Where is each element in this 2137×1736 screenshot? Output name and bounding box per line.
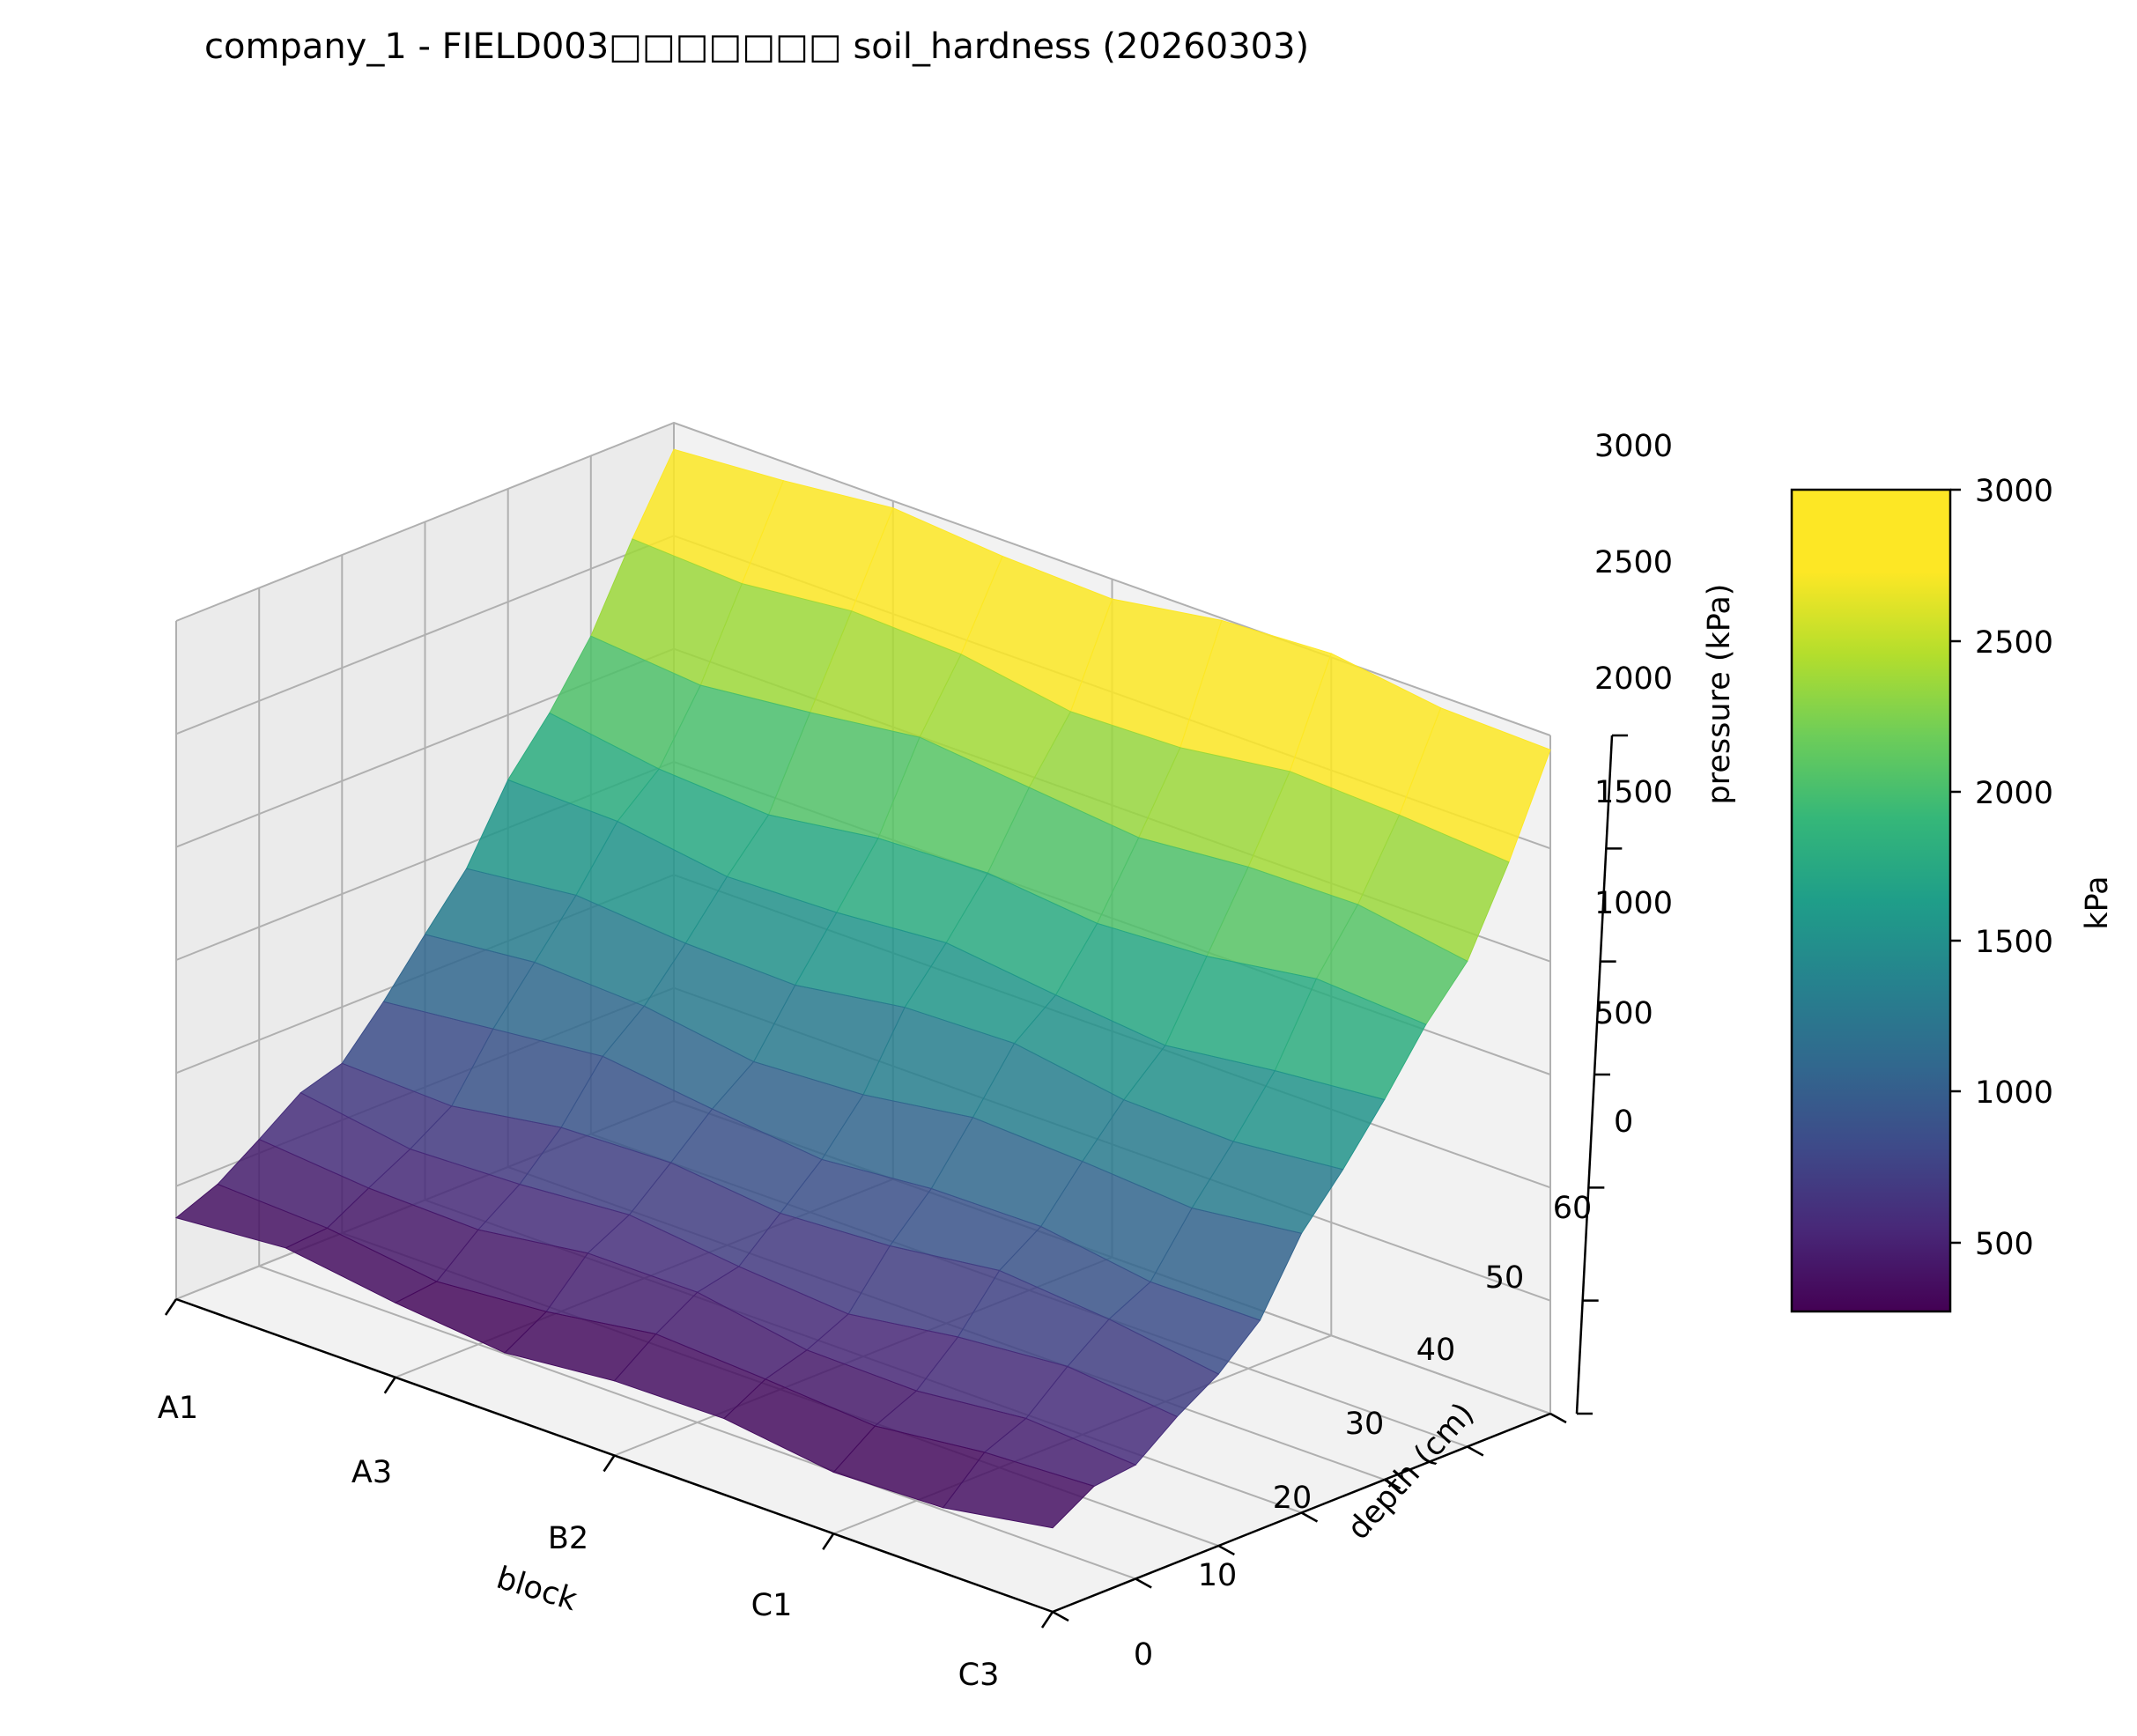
y-tick-mark: [1384, 1478, 1401, 1490]
y-tick-mark: [1549, 1412, 1567, 1424]
x-tick-label: A1: [158, 1391, 198, 1426]
x-tick-mark: [1040, 1611, 1054, 1629]
colorbar-tick-label: 2500: [1975, 625, 2053, 661]
surface-patch: [942, 1452, 1096, 1529]
z-tick-label: 2000: [1594, 661, 1673, 697]
y-tick-label: 10: [1198, 1558, 1238, 1593]
y-tick-label: 40: [1416, 1333, 1456, 1368]
chart-title: company_1 - FIELD003□□□□□□□ soil_hardnes…: [204, 26, 1309, 67]
y-tick-label: 20: [1273, 1481, 1313, 1516]
y-tick-label: 30: [1345, 1407, 1385, 1442]
colorbar-tick-label: 1500: [1975, 925, 2053, 960]
x-axis-label: block: [492, 1561, 581, 1619]
z-tick-label: 3000: [1594, 429, 1673, 464]
colorbar: 500 1000 1500 2000 2500 3000 kPa: [1790, 474, 2115, 1313]
colorbar-tick-label: 500: [1975, 1227, 2034, 1262]
colorbar-tick-marks: [1950, 488, 1961, 1245]
x-tick-label: B2: [548, 1521, 588, 1556]
y-tick-mark: [1135, 1577, 1152, 1589]
y-axis-ticks: 0 10 20 30 40 50 60: [1134, 1191, 1592, 1673]
colorbar-fill: [1790, 488, 1952, 1313]
y-tick-label: 0: [1134, 1637, 1153, 1673]
x-tick-label: A3: [351, 1455, 392, 1490]
z-axis-ticks: 0 500 1000 1500 2000 2500 3000: [1594, 429, 1673, 1140]
z-axis-label: pressure (kPa): [1702, 584, 1737, 805]
z-tick-label: 2500: [1594, 545, 1673, 580]
z-tick-label: 0: [1614, 1104, 1633, 1140]
colorbar-tick-label: 3000: [1975, 474, 2053, 509]
z-tick-label: 1000: [1594, 886, 1673, 921]
pressure-surface: [174, 448, 1551, 1529]
z-tick-label: 1500: [1594, 775, 1673, 810]
x-axis-ticks: A1 A3 B2 C1 C3: [158, 1391, 999, 1693]
z-tick-label: 500: [1594, 996, 1653, 1031]
x-tick-mark: [603, 1454, 616, 1473]
y-tick-label: 50: [1485, 1260, 1525, 1296]
colorbar-tick-label: 2000: [1975, 776, 2053, 811]
y-tick-mark: [1467, 1445, 1484, 1457]
y-tick-mark: [1217, 1544, 1235, 1556]
colorbar-label: kPa: [2080, 875, 2115, 929]
x-tick-label: C3: [958, 1658, 1000, 1693]
colorbar-tick-label: 1000: [1975, 1075, 2053, 1111]
x-tick-mark: [822, 1533, 835, 1550]
y-tick-mark: [1300, 1511, 1319, 1523]
y-tick-mark: [1052, 1610, 1069, 1622]
x-tick-label: C1: [751, 1588, 793, 1623]
y-tick-label: 60: [1553, 1191, 1593, 1226]
x-tick-mark: [164, 1298, 178, 1316]
x-tick-mark: [383, 1377, 396, 1394]
axis-lines: [164, 734, 1628, 1629]
